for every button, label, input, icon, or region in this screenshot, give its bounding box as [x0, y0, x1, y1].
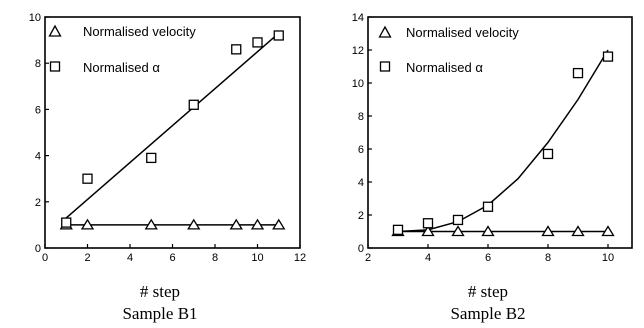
y-tick-label: 10	[29, 12, 41, 24]
y-tick-label: 8	[35, 58, 41, 70]
velocity-point	[421, 225, 435, 237]
x-axis-label: # step	[468, 282, 508, 301]
y-tick-label: 14	[352, 12, 364, 24]
x-tick-label: 0	[42, 252, 48, 264]
x-tick-label: 10	[251, 252, 263, 264]
alpha-point	[188, 99, 199, 110]
x-tick-label: 2	[84, 252, 90, 264]
x-tick-label: 10	[602, 252, 614, 264]
alpha-point	[82, 173, 93, 184]
x-tick-label: 6	[169, 252, 175, 264]
legend-square-marker	[49, 61, 61, 72]
y-tick-label: 8	[358, 111, 364, 123]
x-tick-label: 8	[545, 252, 551, 264]
legend-label-alpha: Normalised α	[406, 60, 483, 75]
legend-label-velocity: Normalised velocity	[83, 24, 196, 39]
y-tick-label: 4	[35, 151, 41, 163]
chart-panel-1: 0 2 4 6 8 10 12 0 2 4 6 8 10 Normalised velocity Norma…	[29, 12, 306, 323]
y-tick-label: 0	[35, 243, 41, 255]
x-tick-label: 2	[365, 252, 371, 264]
plot-frame	[367, 16, 633, 249]
alpha-point	[602, 51, 614, 62]
velocity-point	[229, 218, 243, 230]
panel-caption: Sample B1	[122, 304, 197, 323]
fit-curve-alpha	[397, 49, 609, 233]
legend-triangle-marker	[48, 24, 62, 37]
y-tick-label: 4	[358, 177, 364, 189]
alpha-point	[542, 148, 554, 160]
velocity-point	[80, 218, 95, 230]
velocity-point	[451, 225, 465, 237]
alpha-point	[252, 37, 263, 48]
fit-line-alpha	[65, 32, 280, 219]
legend-square-marker	[379, 61, 391, 72]
y-tick-label: 12	[352, 45, 364, 57]
velocity-point	[481, 225, 495, 237]
alpha-point	[273, 30, 284, 41]
y-tick-label: 2	[35, 197, 41, 209]
y-tick-label: 0	[358, 243, 364, 255]
x-tick-label: 12	[294, 252, 306, 264]
legend-label-velocity: Normalised velocity	[406, 25, 519, 40]
y-tick-label: 10	[352, 78, 364, 90]
alpha-point	[482, 201, 494, 212]
velocity-point	[187, 218, 201, 230]
y-tick-label: 6	[358, 144, 364, 156]
panel-caption: Sample B2	[450, 304, 525, 323]
velocity-point	[541, 225, 555, 237]
velocity-point	[250, 218, 265, 230]
alpha-point	[146, 152, 157, 164]
legend-triangle-marker	[378, 25, 392, 38]
y-tick-label: 6	[35, 104, 41, 116]
plot-frame	[44, 16, 301, 249]
y-tick-label: 2	[358, 210, 364, 222]
alpha-point	[452, 214, 464, 226]
alpha-point	[572, 67, 584, 79]
alpha-point	[61, 217, 72, 228]
alpha-point	[392, 224, 404, 236]
x-tick-label: 6	[485, 252, 491, 264]
x-tick-label: 4	[127, 252, 133, 264]
x-tick-label: 4	[425, 252, 431, 264]
legend-label-alpha: Normalised α	[83, 60, 160, 75]
velocity-point	[601, 225, 615, 237]
alpha-point	[231, 44, 242, 55]
alpha-point	[422, 218, 434, 229]
velocity-point	[144, 218, 158, 230]
x-tick-label: 8	[212, 252, 218, 264]
velocity-point	[272, 218, 286, 230]
velocity-point	[571, 225, 585, 237]
x-axis-label: # step	[140, 282, 180, 301]
